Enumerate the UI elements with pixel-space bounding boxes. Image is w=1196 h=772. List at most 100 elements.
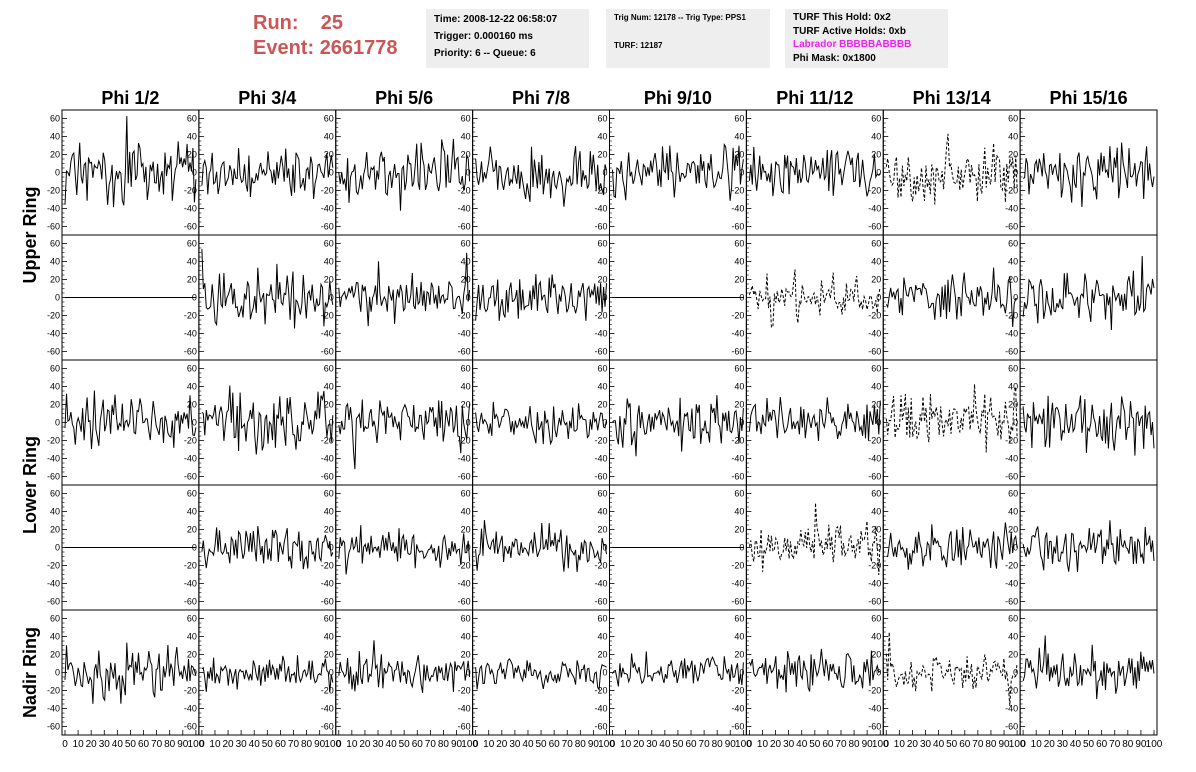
y-tick-label: 60 [187,364,197,374]
x-tick-label: 30 [372,739,384,750]
y-tick-label: -20 [594,561,607,571]
y-tick-label: -40 [594,704,607,714]
y-tick-label: -20 [184,311,197,321]
panel-frame [472,484,610,611]
y-tick-label: -20 [184,561,197,571]
waveform-trace [64,642,197,704]
y-tick-label: -40 [868,329,881,339]
y-tick-label: -40 [594,454,607,464]
y-tick-label: 20 [50,650,60,660]
y-tick-label: -20 [731,186,744,196]
y-tick-label: 20 [871,525,881,535]
x-tick-label: 10 [346,739,358,750]
y-tick-label: 60 [324,364,334,374]
y-tick-label: 40 [461,132,471,142]
x-tick-label: 40 [386,739,398,750]
y-tick-label: 0 [602,168,607,178]
panel-frame [882,609,1021,736]
panel-frame [61,359,200,486]
panel-frame [745,484,884,611]
panel-frame [61,609,200,736]
y-tick-label: 40 [734,632,744,642]
y-tick-label: -20 [47,311,60,321]
waveform-trace [338,525,471,575]
y-tick-label: -20 [594,436,607,446]
waveform-trace [201,655,334,693]
x-tick-label: 90 [998,739,1010,750]
y-tick-label: -20 [1005,561,1018,571]
y-tick-label: 60 [871,114,881,124]
y-tick-label: 40 [50,507,60,517]
time-info-box: Time: 2008-12-22 06:58:07 Trigger: 0.000… [426,9,589,68]
y-tick-label: 20 [871,275,881,285]
turf-hold-text: TURF This Hold: 0x2 [793,12,891,23]
x-tick-label: 90 [725,739,737,750]
y-tick-label: 0 [876,293,881,303]
x-tick-label: 100 [324,739,341,750]
y-tick-label: 0 [55,293,60,303]
y-tick-label: 60 [187,489,197,499]
y-tick-label: -60 [731,222,744,232]
y-tick-label: 0 [739,668,744,678]
y-tick-label: -60 [1005,222,1018,232]
x-tick-label: 30 [646,739,658,750]
turf-info-box: TURF This Hold: 0x2 TURF Active Holds: 0… [785,9,948,68]
waveform-trace [1022,395,1155,456]
y-tick-label: 0 [1013,293,1018,303]
y-tick-label: -60 [458,222,471,232]
y-tick-label: 60 [1008,239,1018,249]
y-tick-label: 20 [1008,275,1018,285]
x-tick-label: 60 [685,739,697,750]
y-tick-label: -40 [868,704,881,714]
event-line: Event: 2661778 [253,36,398,61]
y-tick-label: 20 [187,525,197,535]
waveform-trace [885,384,1018,453]
y-tick-label: 60 [461,364,471,374]
waveform-trace [1022,142,1155,208]
y-tick-label: 0 [602,668,607,678]
y-tick-label: 40 [461,382,471,392]
y-tick-label: -40 [47,204,60,214]
y-tick-label: 0 [876,418,881,428]
y-tick-label: -60 [458,472,471,482]
waveform-trace [1022,520,1155,573]
y-tick-label: -60 [868,722,881,732]
y-tick-label: 0 [739,418,744,428]
column-title: Phi 9/10 [644,88,712,108]
y-tick-label: -20 [458,686,471,696]
y-tick-label: 60 [187,239,197,249]
y-tick-label: -20 [47,186,60,196]
y-tick-label: 60 [50,239,60,249]
x-tick-label: 60 [275,739,287,750]
y-tick-label: -40 [184,204,197,214]
y-tick-label: 0 [192,668,197,678]
y-tick-label: -60 [321,597,334,607]
y-tick-label: -40 [594,204,607,214]
y-tick-label: 0 [192,418,197,428]
x-tick-label: 0 [199,739,205,750]
y-tick-label: 60 [324,239,334,249]
y-tick-label: -60 [731,472,744,482]
event-value: 2661778 [319,37,398,59]
y-tick-label: -20 [594,186,607,196]
y-tick-label: 0 [329,418,334,428]
x-tick-label: 90 [451,739,463,750]
y-tick-label: 40 [187,257,197,267]
panel-frame [745,609,884,736]
y-tick-label: 20 [871,150,881,160]
waveform-trace [475,401,607,446]
y-tick-label: 60 [50,489,60,499]
y-tick-label: 40 [187,382,197,392]
waveform-trace [886,522,1018,570]
y-tick-label: 20 [461,650,471,660]
x-tick-label: 0 [1020,739,1026,750]
waveform-trace [475,658,607,692]
y-tick-label: -60 [321,347,334,357]
x-tick-label: 10 [73,739,85,750]
y-tick-label: -60 [731,722,744,732]
x-tick-label: 30 [1057,739,1069,750]
x-tick-label: 30 [920,739,932,750]
y-tick-label: 0 [329,168,334,178]
x-tick-label: 80 [849,739,861,750]
